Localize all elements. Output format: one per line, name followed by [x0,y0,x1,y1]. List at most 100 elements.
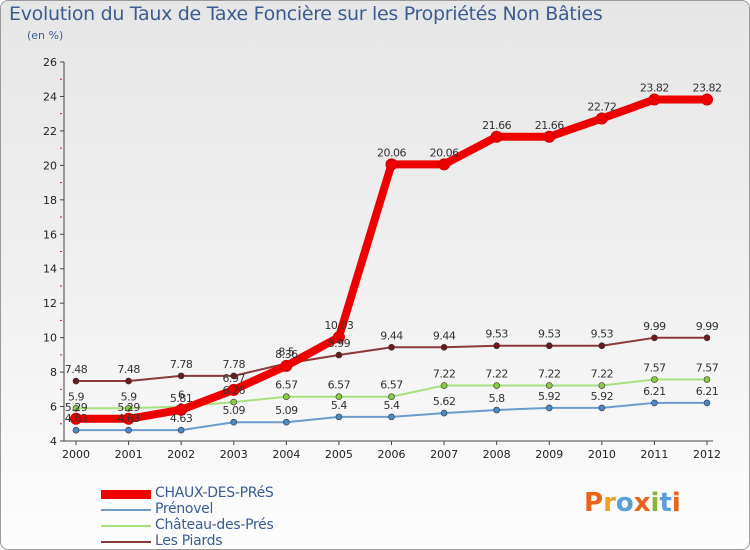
data-point [703,399,711,407]
line-chart: 4 6 8 10 12 14 16 18 20 22 24 26 2000 2001 2002 2003 200… [43,56,722,461]
data-label: 5.29 [117,401,140,414]
data-label: 5.62 [433,395,456,408]
data-point [72,404,80,412]
data-point [651,376,658,383]
x-tick-label: 2000 [62,448,90,461]
data-point [703,376,711,383]
x-tick-label: 2011 [640,448,668,461]
x-tick-label: 2009 [535,448,563,461]
legend-label: Les Piards [155,533,223,549]
data-label: 7.48 [65,363,88,376]
data-label: 6.26 [223,384,246,397]
data-point [125,404,132,412]
data-label: 9.44 [433,329,456,342]
data-label: 6.21 [696,385,719,398]
data-point [283,418,290,426]
data-point [122,412,135,425]
data-label: 5.92 [538,390,561,403]
legend-swatch [101,489,151,499]
logo-letter: P [584,488,604,518]
data-label: 7.22 [591,368,614,381]
data-point [230,418,238,426]
data-point [385,158,398,171]
data-label: 4.63 [117,412,140,425]
data-label: 7.57 [696,361,719,374]
data-label: 22.72 [587,101,616,114]
data-label: 10.03 [324,319,353,332]
data-point [177,372,185,380]
data-label: 20.06 [430,146,459,159]
data-label: 4.63 [65,412,88,425]
data-label: 9.99 [643,320,666,333]
data-label: 7.22 [485,368,508,381]
data-point [493,342,500,350]
logo-letter: r [603,488,616,518]
legend-label: Château-des-Prés [155,517,274,533]
x-tick-label: 2006 [378,448,406,461]
data-label: 21.66 [535,119,564,132]
data-label: 23.82 [640,82,669,95]
data-point [388,413,395,421]
data-point [283,393,290,401]
data-point [651,334,658,342]
label-layer: 5.29 5.29 5.81 6.97 8.36 10.03 20.06 20.06 21.66… [65,82,722,426]
data-label: 5.29 [65,401,88,414]
y-tick-label: 20 [43,159,57,172]
data-point [701,93,713,106]
data-point [440,382,448,389]
data-label: 4.63 [170,412,193,425]
data-label: 5.81 [170,392,193,405]
data-point [70,412,82,425]
data-point [125,426,132,434]
data-point [438,158,451,171]
data-point [335,393,343,401]
data-label: 5.92 [591,390,614,403]
y-tick-label: 26 [43,56,57,69]
data-point [595,112,608,125]
data-label: 6 [178,389,185,402]
y-tick-label: 18 [43,194,57,207]
logo-letter: i [671,488,681,518]
data-point [332,331,345,344]
data-point [493,382,500,389]
data-point [440,343,448,351]
data-point [175,403,188,416]
y-tick-label: 10 [43,332,57,345]
y-tick-label: 6 [50,401,57,414]
data-point [388,343,395,351]
data-point [388,393,395,401]
data-label: 20.06 [377,146,406,159]
data-point [648,93,661,106]
chart-subtitle: (en %) [27,29,64,42]
data-label: 5.09 [275,404,298,417]
data-label: 9.53 [591,328,614,341]
data-label: 5.9 [68,390,84,403]
y-tick-label: 24 [43,90,57,103]
data-label: 9.53 [538,328,561,341]
data-label: 6.57 [380,379,403,392]
x-tick-label: 2004 [272,448,300,461]
x-tick-label: 2012 [693,448,721,461]
data-point [545,342,553,350]
y-tick-label: 14 [43,263,57,276]
data-point [230,372,238,380]
data-label: 7.78 [223,358,246,371]
data-label: 5.4 [331,399,347,412]
data-point [598,404,606,412]
data-label: 6.57 [275,379,298,392]
data-label: 6.57 [328,379,351,392]
data-label: 5.09 [223,404,246,417]
data-point [335,351,343,359]
data-point [72,426,80,434]
proxiti-logo: Proxiti [584,488,681,518]
data-label: 9.53 [485,328,508,341]
y-tick-label: 16 [43,228,57,241]
data-label: 5.4 [384,399,400,412]
data-label: 9.44 [380,329,403,342]
x-tick-label: 2003 [220,448,248,461]
legend-swatch [101,525,151,527]
data-label: 7.22 [538,368,561,381]
data-label: 6.21 [643,385,666,398]
data-label: 5.8 [489,392,505,405]
data-point [543,130,556,143]
